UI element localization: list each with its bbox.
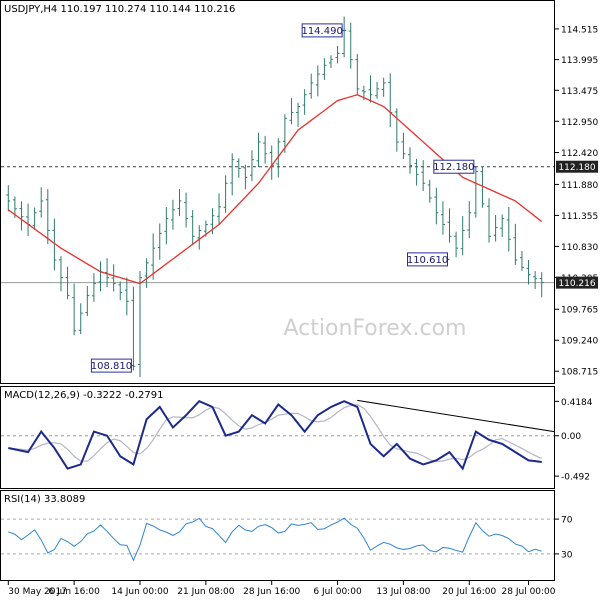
price-annotation-label: 110.610 (407, 255, 448, 266)
price-tag-label: 110.216 (558, 279, 595, 289)
macd-signal-line (8, 404, 542, 463)
price-tick-label: 114.515 (561, 25, 598, 35)
time-tick-label: 14 Jun 00:00 (111, 587, 168, 597)
price-pane-frame (0, 0, 555, 384)
price-tick-label: 109.240 (561, 337, 598, 347)
price-tick-label: 110.830 (561, 243, 598, 253)
macd-line (8, 400, 542, 471)
price-tag (556, 276, 598, 289)
macd-trendline (357, 399, 555, 433)
price-tags: 112.180 110.216 (556, 160, 598, 289)
rsi-title: RSI(14) 33.8089 (4, 494, 85, 505)
price-tick-label: 112.420 (561, 149, 598, 159)
price-title: USDJPY,H4 110.197 110.274 110.144 110.21… (4, 4, 235, 15)
price-bars (6, 16, 544, 378)
price-tick-label: 113.475 (561, 87, 598, 97)
macd-tick-label: 0.4184 (561, 398, 593, 408)
price-axis: 114.515 113.995 113.475 112.950 112.420 111.8… (555, 25, 598, 378)
time-tick-label: 21 Jun 08:00 (177, 587, 234, 597)
macd-lines (8, 399, 555, 471)
macd-pane-frame (0, 386, 555, 489)
macd-tick-label: -0.492 (561, 473, 590, 483)
time-tick-label: 20 Jul 16:00 (442, 587, 496, 597)
time-tick-label: 13 Jul 08:00 (376, 587, 430, 597)
price-tick-label: 109.765 (561, 306, 598, 316)
price-tick-label: 112.950 (561, 118, 598, 128)
time-tick-label: 6 Jun 16:00 (48, 587, 100, 597)
macd-tick-label: 0.00 (561, 432, 581, 442)
price-tag (556, 160, 598, 173)
rsi-axis: 70 30 (1, 516, 573, 560)
watermark: ActionForex.com (284, 316, 467, 341)
price-tag-label: 112.180 (558, 163, 595, 173)
price-reference-lines (1, 166, 554, 284)
rsi-tick-label: 30 (561, 550, 573, 560)
time-tick-label: 30 May 2017 (8, 587, 67, 597)
price-tick-label: 108.715 (561, 368, 598, 378)
price-annotations: 114.490 108.810 110.610 112.180 (91, 23, 476, 373)
time-tick-label: 28 Jun 16:00 (243, 587, 300, 597)
price-tick-label: 111.880 (561, 181, 598, 191)
moving-average (7, 94, 543, 285)
rsi-pane-frame (0, 490, 555, 581)
rsi-lines (8, 517, 542, 562)
price-annotation-label: 108.810 (91, 361, 132, 372)
rsi-line (8, 517, 542, 562)
price-tick-label: 113.995 (561, 56, 598, 66)
price-tick-label: 111.355 (561, 212, 598, 222)
moving-average-line (7, 94, 543, 285)
time-tick-label: 6 Jul 00:00 (313, 587, 362, 597)
price-annotation-label: 114.490 (301, 26, 342, 37)
rsi-tick-label: 70 (561, 516, 573, 526)
macd-title: MACD(12,26,9) -0.3222 -0.2791 (4, 390, 164, 401)
time-tick-label: 28 Jul 00:00 (502, 587, 556, 597)
price-annotation-label: 112.180 (433, 162, 474, 173)
